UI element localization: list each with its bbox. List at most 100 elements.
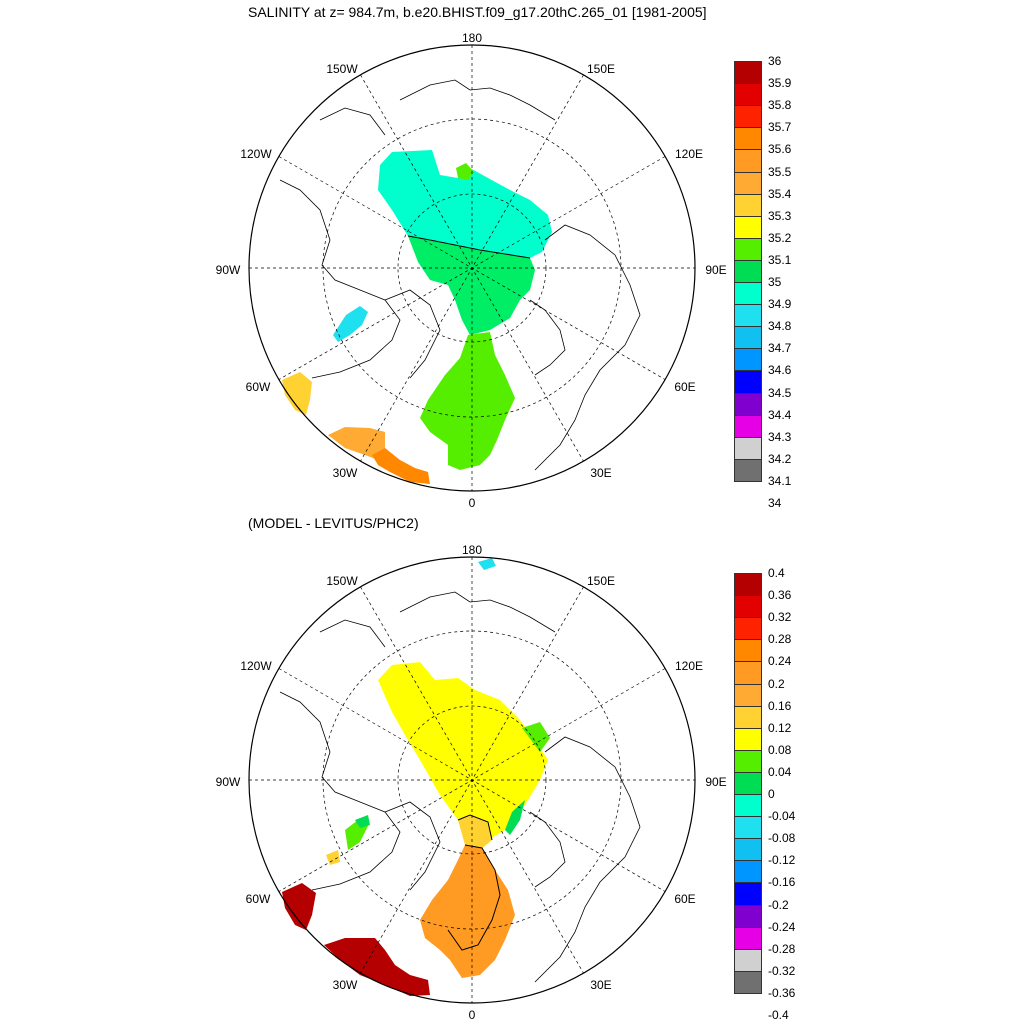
top-map-title: SALINITY at z= 984.7m, b.e20.BHIST.f09_g…: [248, 4, 707, 20]
top-field-nordic-seas: [420, 332, 515, 470]
bottom-anomaly-field: [282, 558, 550, 996]
top-lon-label-180: 180: [462, 31, 482, 45]
colorbar-tick-label: -0.36: [768, 986, 796, 1000]
colorbar-swatch: [734, 127, 762, 151]
colorbar-tick-label: 0.28: [768, 632, 792, 647]
bottom-polar-map: 180 150E 120E 90E 60E 30E 0 30W 60W 90W …: [216, 543, 727, 1022]
bottom-lon-label-150e: 150E: [587, 574, 615, 588]
colorbar-swatch: [734, 595, 762, 619]
colorbar-swatch: [734, 727, 762, 751]
bottom-lon-label-120e: 120E: [675, 659, 703, 673]
colorbar-tick-label: 34.5: [768, 385, 792, 400]
colorbar-swatch: [734, 904, 762, 928]
top-lon-label-150w: 150W: [326, 62, 358, 76]
colorbar-tick-label: -0.04: [768, 809, 796, 824]
bottom-field-baffin-green: [345, 820, 368, 850]
top-lon-label-60e: 60E: [674, 380, 695, 394]
colorbar-tick-label: 0.16: [768, 698, 792, 713]
colorbar-tick-label: 34.6: [768, 363, 792, 378]
colorbar-tick-label: 35.4: [768, 186, 792, 201]
bottom-field-arctic: [378, 662, 548, 840]
bottom-field-baffin-yellow: [326, 850, 340, 865]
bottom-field-bering: [478, 558, 496, 570]
colorbar-swatch: [734, 573, 762, 597]
top-lon-label-150e: 150E: [587, 62, 615, 76]
top-polar-map: 180 150E 120E 90E 60E 30E 0 30W 60W 90W …: [216, 31, 727, 510]
top-lon-label-30w: 30W: [333, 466, 358, 480]
bottom-lon-label-60e: 60E: [674, 892, 695, 906]
colorbar-swatch: [734, 705, 762, 729]
colorbar-tick-label: -0.24: [768, 919, 796, 934]
top-lon-label-30e: 30E: [590, 466, 611, 480]
bottom-lon-label-90e: 90E: [705, 775, 726, 789]
bottom-field-nordic-seas: [420, 845, 515, 978]
colorbar-tick-label: 35.3: [768, 208, 792, 223]
colorbar-tick-label: 34.9: [768, 297, 792, 312]
colorbar-swatch: [734, 149, 762, 173]
colorbar-swatch: [734, 948, 762, 972]
colorbar-swatch: [734, 105, 762, 129]
bottom-colorbar: 0.4 0.36 0.32 0.28 0.24 0.2 0.16 0.12 0.08 0.04 0 -…: [734, 566, 804, 1022]
colorbar-tick-label: 35: [768, 275, 782, 290]
bottom-map-title: (MODEL - LEVITUS/PHC2): [248, 515, 419, 531]
bottom-lon-label-30w: 30W: [333, 978, 358, 992]
colorbar-tick-label: 35.9: [768, 76, 792, 91]
top-field-baffin: [333, 306, 368, 342]
colorbar-swatch: [734, 749, 762, 773]
colorbar-tick-label: -0.2: [768, 897, 789, 912]
bottom-field-baffin-cyan: [355, 815, 370, 828]
top-field-eurasian-basin: [408, 236, 535, 335]
bottom-longitude-labels: 180 150E 120E 90E 60E 30E 0 30W 60W 90W …: [216, 543, 727, 1022]
colorbar-swatch: [734, 259, 762, 284]
colorbar-swatch: [734, 326, 762, 350]
top-field-chukchi: [456, 163, 474, 180]
colorbar-tick-label: 35.5: [768, 164, 792, 179]
colorbar-swatch: [734, 237, 762, 261]
colorbar-tick-label: 0.36: [768, 588, 792, 603]
colorbar-tick-label: 35.1: [768, 252, 792, 267]
bottom-contours: [447, 814, 501, 951]
colorbar-tick-label: 0.2: [768, 676, 785, 691]
bottom-lon-label-180: 180: [462, 543, 482, 557]
colorbar-swatch: [734, 392, 762, 416]
colorbar-tick-label: 36: [768, 54, 782, 68]
colorbar-tick-label: -0.4: [768, 1008, 789, 1023]
bottom-lon-label-90w: 90W: [216, 775, 241, 789]
colorbar-tick-label: 35.7: [768, 120, 792, 135]
colorbar-tick-label: -0.12: [768, 853, 796, 868]
bottom-field-kara: [505, 800, 525, 835]
colorbar-tick-label: 0.08: [768, 742, 792, 757]
top-lon-label-90w: 90W: [216, 263, 241, 277]
colorbar-tick-label: 0.4: [768, 566, 785, 580]
colorbar-swatch: [734, 683, 762, 707]
bottom-lon-label-120w: 120W: [240, 659, 272, 673]
top-lon-label-120w: 120W: [240, 147, 272, 161]
colorbar-tick-label: 34.2: [768, 451, 792, 466]
colorbar-swatch: [734, 860, 762, 884]
colorbar-swatch: [734, 970, 762, 994]
colorbar-swatch: [734, 215, 762, 239]
colorbar-swatch: [734, 639, 762, 663]
colorbar-tick-label: 34: [768, 496, 782, 511]
colorbar-swatch: [734, 193, 762, 217]
bottom-field-laptev: [522, 722, 550, 752]
colorbar-tick-label: 34.7: [768, 341, 792, 356]
colorbar-swatch: [734, 661, 762, 685]
colorbar-tick-label: -0.28: [768, 941, 796, 956]
colorbar-tick-label: 35.6: [768, 142, 792, 157]
top-field-iceland-basin: [372, 448, 430, 484]
colorbar-swatch: [734, 83, 762, 107]
colorbar-tick-label: -0.32: [768, 963, 796, 978]
colorbar-swatch: [734, 794, 762, 818]
bottom-field-fram: [458, 815, 492, 850]
bottom-lon-label-0: 0: [469, 1008, 476, 1022]
colorbar-tick-label: 0: [768, 787, 775, 802]
top-salinity-field: [282, 150, 552, 484]
colorbar-tick-label: 35.2: [768, 230, 792, 245]
colorbar-swatch: [734, 171, 762, 195]
colorbar-swatch: [734, 370, 762, 394]
bottom-lon-label-150w: 150W: [326, 574, 358, 588]
colorbar-swatch: [734, 816, 762, 840]
colorbar-swatch: [734, 926, 762, 950]
